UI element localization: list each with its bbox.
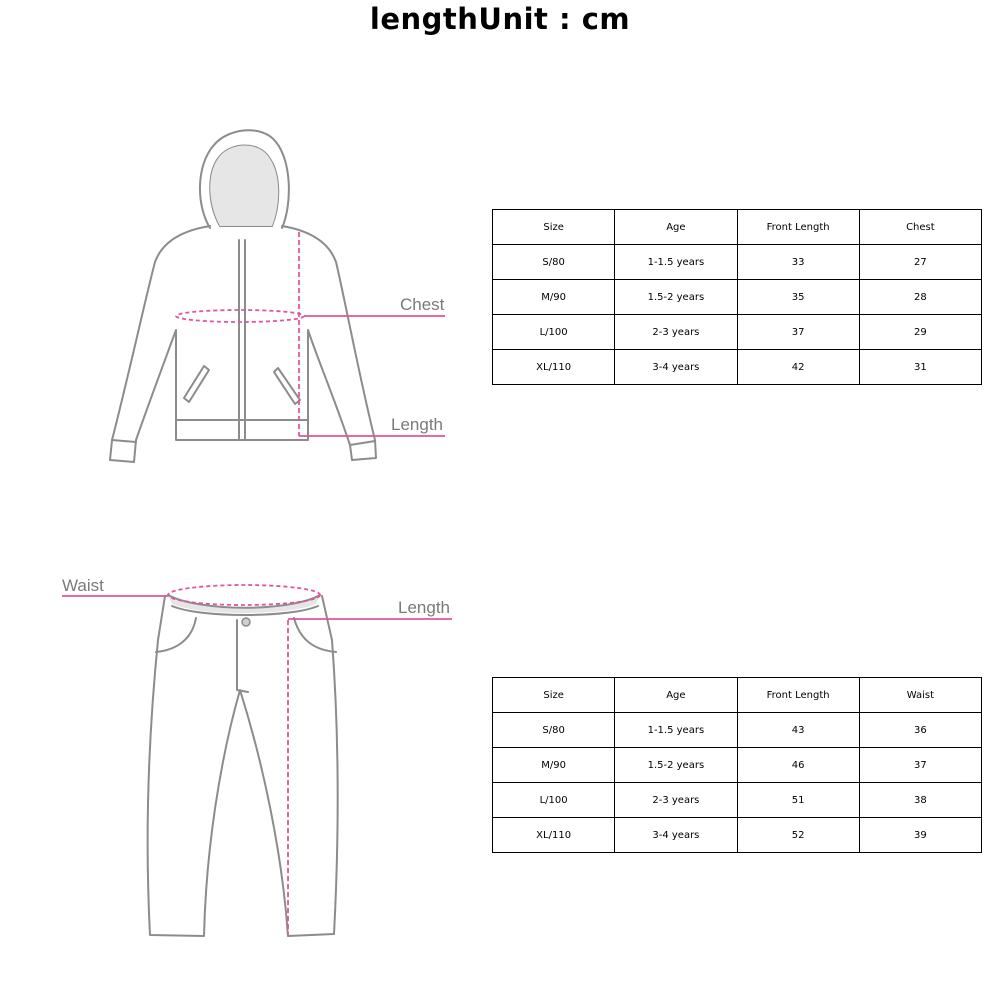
table-row: S/80 1-1.5 years 33 27 bbox=[491, 244, 983, 280]
table-row: L/100 2-3 years 51 38 bbox=[491, 782, 983, 818]
pants-length-label: Length bbox=[398, 598, 450, 617]
header-cell: Age bbox=[614, 677, 738, 713]
table-cell: 42 bbox=[736, 349, 860, 385]
table-cell: XL/110 bbox=[491, 349, 616, 385]
header-cell: Size bbox=[491, 209, 616, 245]
table-cell: 35 bbox=[736, 279, 860, 315]
jacket-illustration: Chest Length bbox=[109, 129, 445, 463]
table-row: XL/110 3-4 years 52 39 bbox=[491, 817, 983, 853]
pants-illustration: Waist Length bbox=[62, 576, 452, 937]
jacket-body bbox=[109, 225, 377, 463]
table-cell: 3-4 years bbox=[614, 349, 738, 385]
table-cell: 39 bbox=[858, 817, 983, 853]
table-cell: M/90 bbox=[491, 747, 616, 783]
table-cell: 52 bbox=[736, 817, 860, 853]
left-pocket-curve bbox=[155, 617, 197, 653]
table-cell: L/100 bbox=[491, 314, 616, 350]
table-cell: 43 bbox=[736, 712, 860, 748]
table-cell: 1.5-2 years bbox=[614, 279, 738, 315]
header-cell: Chest bbox=[858, 209, 983, 245]
table-row: M/90 1.5-2 years 35 28 bbox=[491, 279, 983, 315]
table-cell: 46 bbox=[736, 747, 860, 783]
table-cell: 31 bbox=[858, 349, 983, 385]
table-cell: 3-4 years bbox=[614, 817, 738, 853]
table-cell: XL/110 bbox=[491, 817, 616, 853]
left-pocket bbox=[183, 365, 210, 403]
table-cell: S/80 bbox=[491, 712, 616, 748]
table-row: S/80 1-1.5 years 43 36 bbox=[491, 712, 983, 748]
chest-label: Chest bbox=[400, 295, 445, 314]
jacket-size-table: Size Age Front Length Chest S/80 1-1.5 y… bbox=[491, 209, 983, 385]
table-cell: 37 bbox=[858, 747, 983, 783]
table-cell: S/80 bbox=[491, 244, 616, 280]
hood-outline bbox=[199, 129, 290, 229]
table-cell: 37 bbox=[736, 314, 860, 350]
header-cell: Front Length bbox=[736, 209, 860, 245]
header-cell: Front Length bbox=[736, 677, 860, 713]
header-cell: Waist bbox=[858, 677, 983, 713]
jacket-length-label: Length bbox=[391, 415, 443, 434]
header-cell: Size bbox=[491, 677, 616, 713]
table-header-row: Size Age Front Length Waist bbox=[491, 677, 983, 713]
table-cell: 28 bbox=[858, 279, 983, 315]
table-cell: 1-1.5 years bbox=[614, 712, 738, 748]
table-row: XL/110 3-4 years 42 31 bbox=[491, 349, 983, 385]
waist-measure-ellipse bbox=[167, 584, 321, 606]
table-cell: 27 bbox=[858, 244, 983, 280]
table-cell: 38 bbox=[858, 782, 983, 818]
table-cell: 1.5-2 years bbox=[614, 747, 738, 783]
table-cell: 29 bbox=[858, 314, 983, 350]
right-pocket bbox=[273, 367, 301, 405]
button-icon bbox=[241, 617, 251, 627]
table-cell: 2-3 years bbox=[614, 782, 738, 818]
table-row: L/100 2-3 years 37 29 bbox=[491, 314, 983, 350]
table-cell: 2-3 years bbox=[614, 314, 738, 350]
table-cell: 33 bbox=[736, 244, 860, 280]
waist-label: Waist bbox=[62, 576, 104, 595]
table-header-row: Size Age Front Length Chest bbox=[491, 209, 983, 245]
table-row: M/90 1.5-2 years 46 37 bbox=[491, 747, 983, 783]
pants-size-table: Size Age Front Length Waist S/80 1-1.5 y… bbox=[491, 677, 983, 853]
table-cell: 51 bbox=[736, 782, 860, 818]
page-title: lengthUnit : cm bbox=[369, 2, 631, 36]
table-cell: 36 bbox=[858, 712, 983, 748]
table-cell: L/100 bbox=[491, 782, 616, 818]
right-pocket-curve bbox=[293, 617, 337, 653]
table-cell: M/90 bbox=[491, 279, 616, 315]
table-cell: 1-1.5 years bbox=[614, 244, 738, 280]
header-cell: Age bbox=[614, 209, 738, 245]
